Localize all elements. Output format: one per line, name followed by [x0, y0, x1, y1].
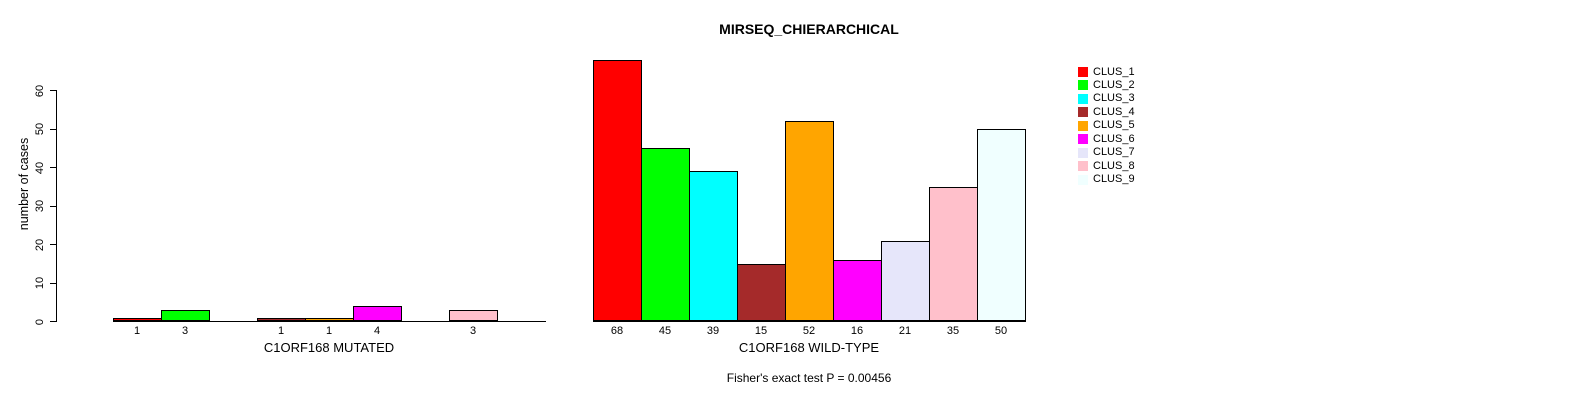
bar-clus_4 — [737, 263, 786, 322]
legend-label-clus_4: CLUS_4 — [1093, 105, 1135, 118]
y-tick-40 — [50, 167, 57, 169]
y-tick-60 — [50, 90, 57, 92]
x-axis-line-mutated — [113, 321, 546, 322]
bar-value-label-clus_2: 3 — [181, 325, 189, 337]
bar-value-label-clus_9: 50 — [994, 325, 1008, 337]
bar-clus_1 — [113, 317, 162, 322]
bar-value-label-clus_5: 52 — [802, 325, 816, 337]
bar-clus_8 — [929, 186, 978, 322]
legend-swatch-clus_6 — [1078, 134, 1088, 145]
y-tick-label-50: 50 — [34, 122, 46, 136]
legend-label-clus_1: CLUS_1 — [1093, 65, 1135, 78]
legend-label-clus_8: CLUS_8 — [1093, 159, 1135, 172]
y-tick-label-20: 20 — [34, 238, 46, 251]
bar-value-label-clus_1: 1 — [133, 325, 141, 337]
bar-value-label-clus_1: 68 — [610, 325, 624, 337]
x-axis-label-wildtype: C1ORF168 WILD-TYPE — [738, 340, 880, 355]
bar-value-label-clus_4: 15 — [754, 325, 768, 337]
bar-value-label-clus_7: 21 — [898, 325, 912, 337]
bar-clus_7 — [881, 240, 930, 322]
y-tick-label-40: 40 — [34, 161, 46, 174]
x-axis-label-mutated: C1ORF168 MUTATED — [263, 340, 395, 355]
y-tick-label-30: 30 — [34, 199, 46, 213]
legend-label-clus_5: CLUS_5 — [1093, 119, 1135, 132]
bar-clus_3 — [689, 171, 738, 322]
chart-title: MIRSEQ_CHIERARCHICAL — [719, 21, 899, 37]
bar-value-label-clus_8: 3 — [469, 325, 477, 337]
fisher-test-annotation: Fisher's exact test P = 0.00456 — [726, 371, 892, 385]
bar-value-label-clus_6: 4 — [373, 325, 381, 337]
bar-value-label-clus_5: 1 — [325, 325, 333, 337]
bar-clus_5 — [305, 317, 354, 322]
legend-swatch-clus_1 — [1078, 67, 1088, 77]
bar-clus_6 — [353, 306, 402, 322]
bar-value-label-clus_3: 39 — [706, 325, 720, 337]
legend-swatch-clus_8 — [1078, 161, 1088, 172]
bar-clus_4 — [257, 317, 306, 322]
y-tick-50 — [50, 128, 57, 130]
legend-swatch-clus_4 — [1078, 107, 1088, 118]
legend-swatch-clus_9 — [1078, 174, 1088, 185]
y-tick-0 — [50, 321, 57, 322]
y-tick-label-0: 0 — [34, 318, 46, 325]
legend-swatch-clus_5 — [1078, 120, 1088, 131]
y-tick-label-10: 10 — [34, 276, 46, 290]
bar-clus_1 — [593, 59, 642, 322]
y-tick-20 — [50, 244, 57, 246]
bar-clus_2 — [161, 309, 210, 322]
legend-label-clus_2: CLUS_2 — [1093, 78, 1135, 91]
bar-value-label-clus_2: 45 — [658, 325, 672, 337]
bar-clus_8 — [449, 309, 498, 322]
y-tick-10 — [50, 282, 57, 284]
legend-swatch-clus_7 — [1078, 147, 1088, 158]
y-axis-label: number of cases — [17, 137, 31, 231]
bar-clus_2 — [641, 148, 690, 322]
legend-label-clus_3: CLUS_3 — [1093, 92, 1135, 105]
bar-value-label-clus_8: 35 — [946, 325, 960, 337]
legend-swatch-clus_3 — [1078, 93, 1088, 104]
x-axis-line-wildtype — [593, 321, 1026, 322]
bar-clus_9 — [977, 129, 1026, 322]
y-tick-30 — [50, 205, 57, 207]
legend-label-clus_9: CLUS_9 — [1093, 173, 1135, 186]
bar-value-label-clus_4: 1 — [277, 325, 285, 337]
y-tick-label-60: 60 — [34, 84, 46, 97]
bar-value-label-clus_6: 16 — [850, 325, 864, 337]
legend-label-clus_7: CLUS_7 — [1093, 146, 1135, 159]
bar-clus_6 — [833, 259, 882, 322]
bar-clus_5 — [785, 121, 834, 322]
legend-label-clus_6: CLUS_6 — [1093, 132, 1135, 145]
legend-swatch-clus_2 — [1078, 80, 1088, 91]
